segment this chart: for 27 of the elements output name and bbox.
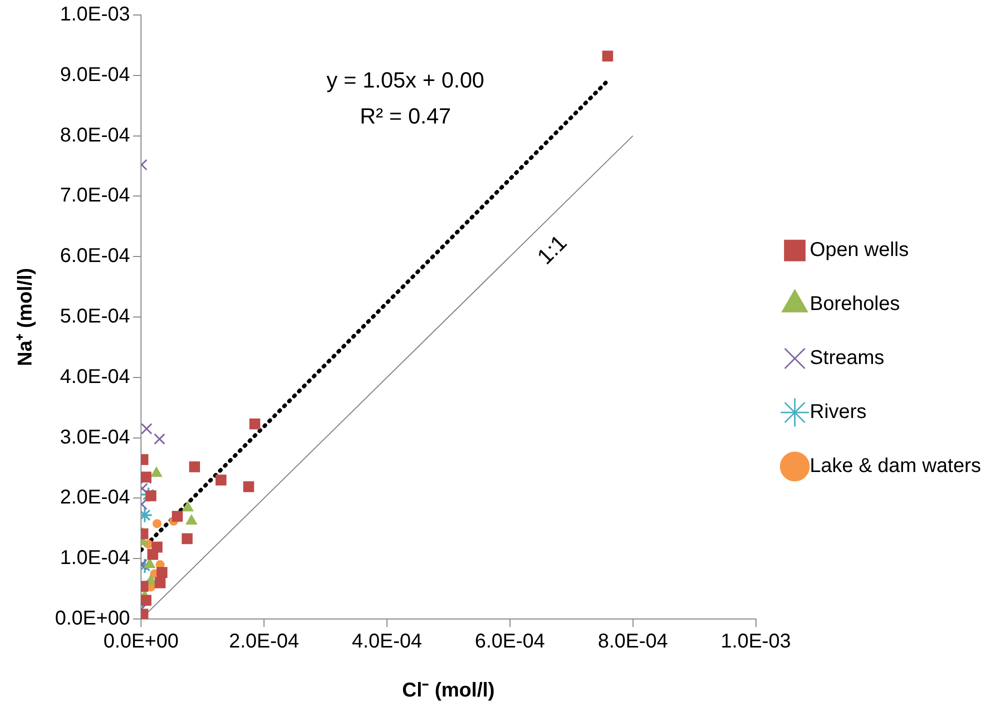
y-tick-label: 4.0E-04 (60, 366, 130, 388)
x-tick-label: 8.0E-04 (598, 630, 668, 653)
annotation: y = 1.05x + 0.00 (326, 68, 484, 93)
x-tick-label: 2.0E-04 (228, 630, 300, 653)
x-tick-label: 6.0E-04 (474, 630, 545, 653)
y-tick-label: 7.0E-04 (60, 184, 130, 207)
legend-label: Rivers (810, 401, 866, 424)
y-tick-label: 0.0E+00 (54, 608, 130, 630)
y-tick-label: 8.0E-04 (60, 124, 130, 146)
y-tick-label: 9.0E-04 (60, 64, 130, 86)
legend-label: Lake & dam waters (810, 455, 982, 478)
x-tick-label: 4.0E-04 (352, 630, 422, 653)
y-axis-title: Na⁺ (mol/l) (14, 268, 37, 366)
x-axis-title: Cl⁻ (mol/l) (402, 680, 495, 702)
annotation: R² = 0.47 (360, 104, 451, 129)
legend-label: Open wells (810, 239, 909, 262)
x-tick-label: 1.0E-03 (720, 630, 791, 653)
y-tick-label: 5.0E-04 (60, 306, 130, 328)
legend-label: Streams (810, 347, 884, 370)
y-tick-label: 2.0E-04 (60, 486, 130, 509)
legend-label: Boreholes (810, 293, 900, 316)
y-tick-label: 1.0E-03 (60, 4, 130, 26)
x-tick-label: 0.0E+00 (104, 630, 179, 653)
y-tick-label: 6.0E-04 (60, 245, 130, 268)
y-tick-label: 1.0E-04 (60, 547, 130, 570)
annotation: 1:1 (532, 230, 572, 270)
y-tick-label: 3.0E-04 (60, 426, 130, 448)
